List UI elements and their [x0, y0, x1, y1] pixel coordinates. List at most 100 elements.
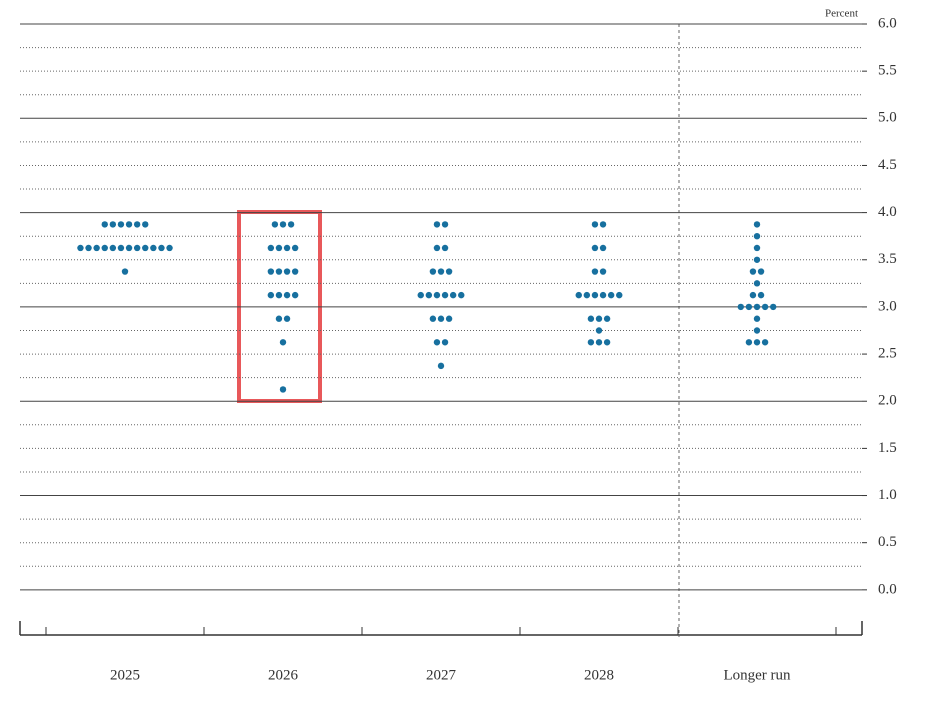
dot: [166, 244, 173, 252]
dot: [753, 280, 761, 287]
dot: [753, 221, 761, 228]
dot: [595, 327, 603, 334]
dot: [587, 339, 595, 346]
dot: [283, 315, 291, 322]
dot: [275, 291, 283, 299]
dot: [267, 268, 275, 275]
dot: [101, 244, 108, 252]
dot: [85, 244, 92, 252]
y-tick-label: 0.0: [878, 581, 897, 597]
y-tick-label: 0.5: [878, 534, 897, 550]
dot: [125, 244, 133, 252]
dot: [753, 339, 761, 346]
dot: [441, 291, 449, 299]
dot: [753, 244, 761, 252]
dot: [749, 268, 757, 275]
dot: [283, 268, 291, 275]
dot: [437, 268, 445, 275]
dot: [591, 244, 599, 252]
y-tick-label: 1.0: [878, 487, 897, 503]
y-tick-label: 2.0: [878, 393, 897, 409]
y-tick-label: 5.5: [878, 63, 897, 79]
dot: [283, 244, 291, 252]
dot: [587, 315, 595, 322]
dot: [757, 291, 765, 299]
dot: [117, 221, 125, 228]
dot: [595, 339, 603, 346]
dot: [429, 315, 437, 322]
dot: [433, 244, 441, 252]
dot: [753, 315, 761, 322]
dot: [753, 256, 761, 263]
dot: [599, 244, 607, 252]
y-tick-label: 6.0: [878, 15, 897, 31]
dot: [599, 221, 607, 228]
dot: [616, 291, 623, 299]
x-tick-label: 2028: [584, 667, 614, 683]
dot: [458, 291, 465, 299]
dot: [291, 291, 299, 299]
y-tick-label: 3.5: [878, 251, 897, 267]
dot: [142, 221, 149, 228]
dot: [158, 244, 165, 252]
dot: [745, 339, 753, 346]
dot: [133, 221, 141, 228]
dot: [125, 221, 133, 228]
dot: [279, 221, 287, 228]
y-tick-label: 2.5: [878, 346, 897, 362]
y-tick-label: 5.0: [878, 110, 897, 126]
x-tick-label: 2027: [426, 667, 457, 683]
dot: [417, 291, 424, 299]
dot: [279, 386, 287, 393]
y-tick-label: 4.0: [878, 204, 897, 220]
dot: [761, 339, 769, 346]
dot: [142, 244, 149, 252]
dot: [441, 221, 449, 228]
dot: [437, 315, 445, 322]
dot: [291, 244, 299, 252]
dot: [275, 315, 283, 322]
dot: [93, 244, 100, 252]
dot: [150, 244, 157, 252]
dot: [77, 244, 84, 252]
dot: [433, 221, 441, 228]
y-tick-label: 1.5: [878, 440, 897, 456]
y-tick-label: 3.0: [878, 298, 897, 314]
dot: [583, 291, 591, 299]
dot: [437, 362, 445, 370]
dot: [101, 221, 108, 228]
dot: [591, 291, 599, 299]
dot: [283, 291, 291, 299]
dot: [441, 244, 449, 252]
dot: [749, 291, 757, 299]
dot: [121, 268, 129, 275]
dot: [429, 268, 437, 275]
dot: [275, 268, 283, 275]
dot: [761, 303, 769, 311]
dot: [753, 327, 761, 334]
y-axis-label: Percent: [825, 8, 858, 20]
dot: [287, 221, 295, 228]
dot: [271, 221, 279, 228]
dot: [591, 268, 599, 275]
dot: [591, 221, 599, 228]
dot: [441, 339, 449, 346]
dot: [445, 315, 453, 322]
dot: [117, 244, 125, 252]
dot: [267, 291, 275, 299]
dot: [753, 232, 761, 240]
dot: [599, 268, 607, 275]
dot: [599, 291, 607, 299]
dot: [753, 303, 761, 311]
dot: [603, 339, 611, 346]
dot: [433, 339, 441, 346]
x-tick-label: 2025: [110, 667, 140, 683]
dot: [425, 291, 433, 299]
dot: [575, 291, 582, 299]
dot: [595, 315, 603, 322]
dot: [603, 315, 611, 322]
dot: [745, 303, 753, 311]
dot: [757, 268, 765, 275]
dot: [770, 303, 777, 311]
